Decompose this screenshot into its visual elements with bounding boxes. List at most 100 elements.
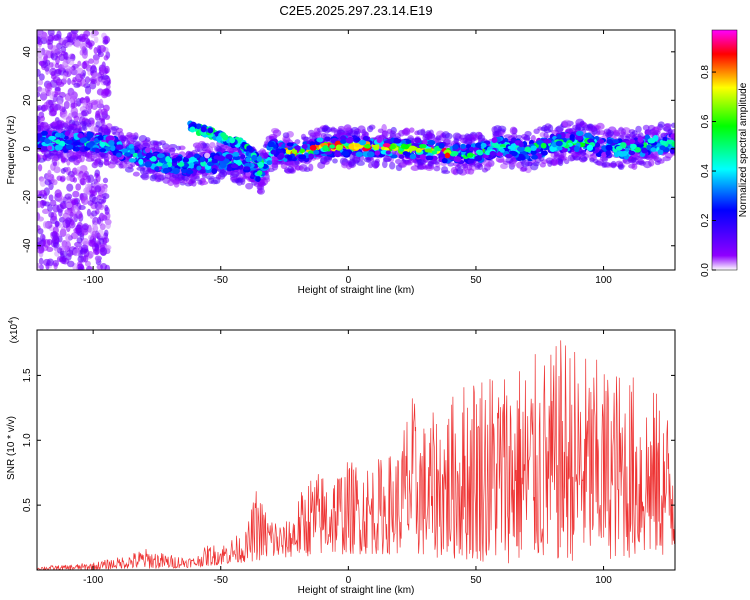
spectrogram-cell (657, 121, 665, 128)
spectrogram-cell (518, 142, 524, 148)
spectrogram-cell (563, 158, 570, 165)
spectrogram-cell (301, 144, 308, 149)
spectrogram-cell (256, 170, 263, 176)
spectrogram-cell (142, 166, 150, 175)
spectrogram-cell (197, 179, 203, 185)
spectrogram-cell (56, 81, 65, 88)
spectrogram-cell (397, 162, 407, 168)
spectrogram-cell (186, 169, 194, 175)
spectrogram-cell (84, 76, 91, 84)
spectrogram-cell (91, 196, 99, 205)
spectrogram-cell (560, 132, 566, 139)
spectrogram-cell (52, 259, 60, 267)
spectrogram-cell (670, 133, 675, 139)
spectrogram-cell (72, 190, 80, 198)
spectrogram-cell (451, 150, 459, 156)
spectrogram-cell (77, 60, 82, 67)
spectrogram-cell (105, 221, 111, 229)
spectrogram-cell (617, 164, 625, 170)
spectrogram-cell (364, 144, 371, 149)
spectrogram-cell (294, 139, 301, 145)
spectrogram-cell (587, 138, 595, 144)
spectrogram-cell (473, 163, 483, 168)
spectrogram-cell (95, 110, 101, 119)
snr-series-line (37, 340, 675, 570)
spectrogram-cell (460, 143, 467, 150)
spectrogram-cell (82, 223, 89, 231)
spectrogram-cell (69, 90, 77, 100)
spectrogram-cell (84, 153, 94, 158)
spectrogram-cell (644, 129, 650, 135)
spectrogram-cell (94, 158, 101, 163)
spectrogram-cell (230, 170, 240, 178)
spectrogram-cell (79, 178, 87, 186)
spectrogram-cell (283, 167, 291, 173)
colorbar: 0.0 0.2 0.4 0.6 0.8 Normalized spectral ampl… (700, 29, 749, 277)
spectrogram-cell (631, 163, 638, 170)
spectrogram-cell (321, 125, 328, 133)
spectrogram-branch-cell (251, 154, 258, 161)
spectrogram-cell (460, 164, 469, 169)
spectrogram-cell (630, 143, 637, 150)
spectrogram-cell (75, 73, 83, 83)
spectrogram-cell (298, 148, 306, 153)
spectrogram-branch-cell (257, 161, 264, 168)
spectrogram-cell (373, 144, 380, 151)
spectrogram-cell (489, 150, 497, 156)
spectrogram-cell (405, 139, 412, 144)
spectrogram-cell (99, 214, 107, 220)
spectrogram-cell (270, 149, 277, 155)
spectrogram-cell (100, 108, 108, 116)
spectrogram-cell (103, 160, 111, 166)
spectrogram-cell (110, 145, 116, 152)
spectrogram-cell (637, 136, 644, 143)
spectrogram-cell (309, 144, 317, 151)
spectrogram-cell (88, 234, 94, 241)
spectrogram-cell (126, 131, 133, 138)
spectrogram-cell (144, 161, 152, 168)
spectrogram-cell (90, 64, 97, 71)
spectrogram-cell (345, 137, 354, 144)
spectrogram-cell (40, 145, 48, 151)
spectrogram-cell (65, 144, 74, 150)
spectrogram-cell (583, 132, 592, 139)
spectrogram-cell (81, 228, 89, 236)
spectrogram-cell (372, 161, 379, 169)
spectrogram-cell (167, 178, 175, 187)
spectrogram-cell (97, 134, 104, 141)
spectrogram-cell (115, 144, 124, 150)
spectrogram-cell (476, 150, 484, 156)
snr-x-label: Height of straight line (km) (298, 585, 415, 596)
spectrogram-cell (507, 145, 516, 150)
spectrogram-cell (61, 257, 70, 265)
spectrogram-cell (62, 59, 69, 68)
spectrogram-cell (654, 160, 661, 166)
spectrogram-y-label: Frequency (Hz) (6, 116, 17, 185)
spectrogram-cell (80, 110, 88, 117)
spectrogram-cell (43, 149, 52, 158)
spectrogram-cell (145, 137, 151, 143)
spectrogram-cell (644, 134, 650, 141)
spectrogram-cell (670, 122, 675, 128)
spectrogram-cell (382, 143, 391, 148)
spectrogram-cell (53, 241, 60, 249)
spectrogram-cell (132, 140, 142, 147)
spectrogram-cell (64, 130, 70, 137)
spectrogram-cell (54, 86, 61, 92)
spectrogram-cell (83, 254, 89, 263)
spectrogram-cell (541, 150, 548, 156)
spectrogram-cell (59, 91, 66, 98)
spectrogram-cell (94, 255, 101, 262)
spectrogram-cell (215, 174, 222, 180)
spectrogram-cell (48, 110, 57, 117)
spectrogram-cell (92, 72, 99, 80)
spectrogram-cell (390, 154, 398, 159)
spectrogram-cell (77, 255, 84, 263)
spectrogram-cell (189, 162, 195, 169)
spectrogram-cell (465, 144, 471, 149)
spectrogram-cell (422, 133, 430, 139)
spectrogram-cell (662, 136, 668, 142)
spectrogram-branch-cell (256, 155, 263, 162)
spectrogram-cell (54, 68, 62, 75)
spectrogram-cell (86, 122, 92, 128)
